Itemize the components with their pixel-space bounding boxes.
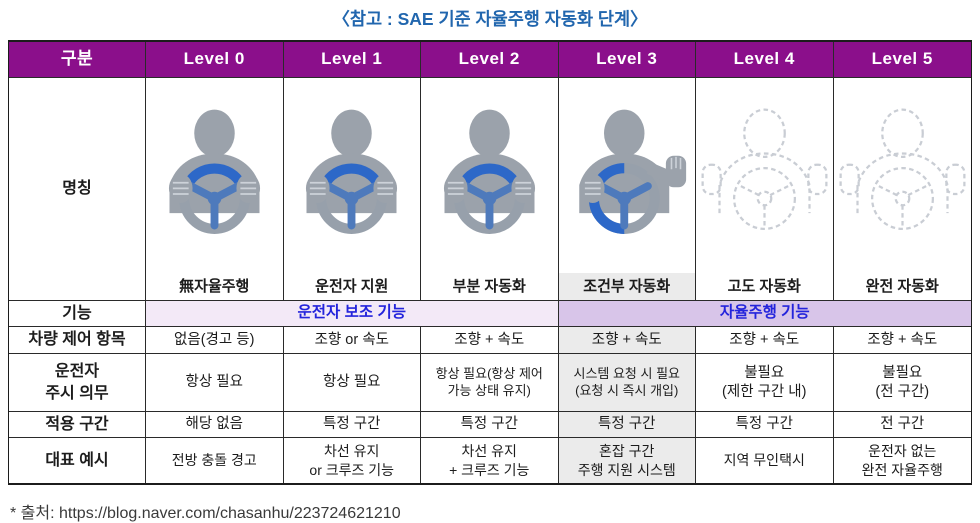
col-header-category: 구분 [9,42,146,78]
cell-monitor-level-0: 항상 필요 [146,354,284,412]
col-header-level-5: Level 5 [833,42,971,78]
cell-example-level-0: 전방 충돌 경고 [146,438,284,483]
cell-example-level-5: 운전자 없는 완전 자율주행 [861,443,943,478]
cell-example-level-1: 차선 유지 or 크루즈 기능 [284,438,421,483]
driver-hands-on-wheel-icon [146,78,283,273]
driver-hands-on-wheel-icon [284,78,421,273]
col-header-level-2: Level 2 [421,42,559,78]
cell-zone-level-2: 특정 구간 [421,412,559,438]
cell-name-level-1: 운전자 지원 [283,78,421,301]
cell-zone-level-5: 전 구간 [833,412,971,438]
cell-zone-level-0: 해당 없음 [146,412,284,438]
cell-zone-level-4: 특정 구간 [696,412,834,438]
cell-example-level-3: 혼잡 구간 주행 지원 시스템 [558,438,696,483]
cell-example-level-4: 지역 무인택시 [696,438,834,483]
cell-control-level-1: 조향 or 속도 [283,327,421,354]
driver-hand-raised-icon [559,78,696,273]
cell-monitor-level-4: 불필요 (제한 구간 내) [696,354,834,412]
level-3-name-label: 조건부 자동화 [558,273,695,300]
cell-zone-level-3: 특정 구간 [558,412,696,438]
cell-monitor-level-1: 항상 필요 [283,354,421,412]
level-5-name-label: 완전 자동화 [865,277,939,295]
level-1-name-label: 운전자 지원 [315,277,389,295]
row-label-control: 차량 제어 항목 [9,327,146,354]
cell-control-level-2: 조향 + 속도 [421,327,559,354]
row-label-name: 명칭 [9,78,146,301]
cell-name-level-3: 조건부 자동화 [558,78,696,301]
col-header-level-0: Level 0 [146,42,284,78]
cell-zone-level-1: 특정 구간 [283,412,421,438]
cell-control-level-0: 없음(경고 등) [146,327,284,354]
row-label-monitor: 운전자 주시 의무 [9,354,146,412]
row-label-example: 대표 예시 [9,438,146,483]
cell-function-driver-assist: 운전자 보조 기능 [146,301,559,327]
cell-name-level-5: 완전 자동화 [833,78,972,301]
cell-control-level-3: 조향 + 속도 [558,327,696,354]
cell-example-level-2: 차선 유지 + 크루즈 기능 [421,438,559,483]
col-header-level-1: Level 1 [283,42,421,78]
cell-monitor-level-5: 불필요 (전 구간) [833,354,971,412]
cell-control-level-5: 조향 + 속도 [833,327,971,354]
row-label-function: 기능 [9,301,146,327]
driver-ghost-dashed-icon [696,78,833,273]
row-label-zone: 적용 구간 [9,412,146,438]
sae-levels-table: 구분 Level 0 Level 1 Level 2 Level 3 Level… [8,40,972,485]
col-header-level-3: Level 3 [558,42,696,78]
cell-monitor-level-2: 항상 필요(항상 제어 가능 상태 유지) [421,354,559,412]
level-2-name-label: 부분 자동화 [452,277,526,295]
driver-hands-on-wheel-icon [421,78,558,273]
source-note: * 출처: https://blog.naver.com/chasanhu/22… [10,505,401,522]
level-0-name-label: 無자율주행 [179,277,250,295]
level-4-name-label: 고도 자동화 [727,277,801,295]
cell-function-autonomous: 자율주행 기능 [558,301,971,327]
autonomous-function-label: 자율주행 기능 [719,304,810,322]
driver-assist-function-label: 운전자 보조 기능 [297,304,406,322]
driver-ghost-dashed-icon [834,78,972,273]
cell-name-level-4: 고도 자동화 [696,78,834,301]
cell-name-level-0: 無자율주행 [146,78,284,301]
col-header-level-4: Level 4 [696,42,834,78]
cell-monitor-level-3: 시스템 요청 시 필요 (요청 시 즉시 개입) [558,354,696,412]
figure-title: 〈참고 : SAE 기준 자율주행 자동화 단계〉 [332,9,648,29]
cell-control-level-4: 조향 + 속도 [696,327,834,354]
cell-name-level-2: 부분 자동화 [421,78,559,301]
